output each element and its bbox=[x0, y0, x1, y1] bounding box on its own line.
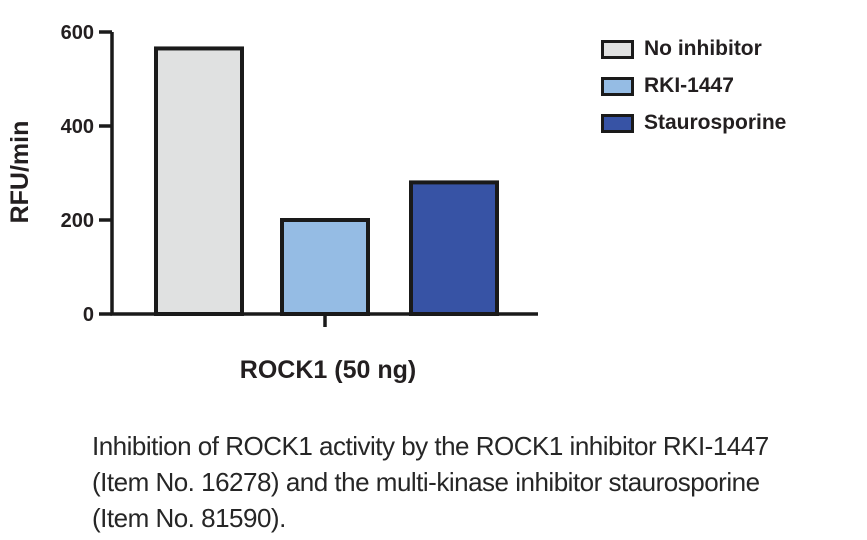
y-tick-label: 0 bbox=[83, 304, 94, 326]
y-axis-label: RFU/min bbox=[6, 121, 34, 224]
legend-swatch-icon bbox=[601, 113, 634, 133]
bar-rki-1447 bbox=[280, 218, 370, 316]
y-tick-label: 600 bbox=[61, 22, 94, 44]
bars bbox=[154, 46, 499, 316]
legend-swatch-icon bbox=[601, 76, 634, 96]
legend-item: RKI-1447 bbox=[601, 74, 786, 98]
y-tick-label: 200 bbox=[61, 210, 94, 232]
bar-no-inhibitor bbox=[154, 46, 244, 316]
legend-swatch-icon bbox=[601, 39, 634, 59]
ticks: 0 200 400 600 bbox=[61, 22, 112, 326]
x-axis-label: ROCK1 (50 ng) bbox=[240, 356, 416, 384]
legend-item: No inhibitor bbox=[601, 37, 786, 61]
y-tick-label: 400 bbox=[61, 116, 94, 138]
legend: No inhibitor RKI-1447 Staurosporine bbox=[601, 37, 786, 148]
legend-label: RKI-1447 bbox=[644, 74, 734, 97]
bar-staurosporine bbox=[409, 180, 499, 316]
legend-item: Staurosporine bbox=[601, 111, 786, 135]
figure-caption: Inhibition of ROCK1 activity by the ROCK… bbox=[92, 431, 769, 533]
bar-chart: 0 200 400 600 RFU/min ROCK1 (50 ng) bbox=[6, 22, 538, 384]
legend-label: No inhibitor bbox=[644, 37, 762, 60]
legend-label: Staurosporine bbox=[644, 111, 787, 134]
